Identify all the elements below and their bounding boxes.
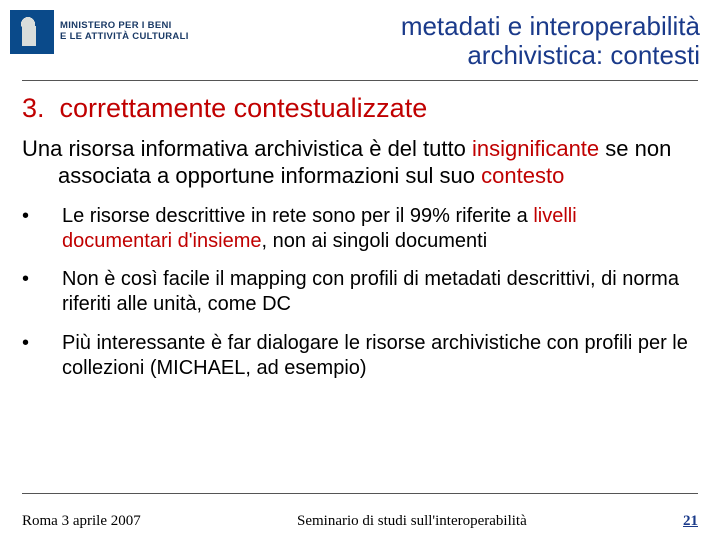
logo-line2: E LE ATTIVITÀ CULTURALI — [60, 32, 189, 43]
bullet-marker: • — [22, 204, 62, 254]
intro-pre: Una risorsa informativa archivistica è d… — [22, 136, 472, 161]
list-item: • Non è così facile il mapping con profi… — [22, 267, 690, 317]
b2-pre: Più interessante è far dialogare le riso… — [62, 332, 688, 379]
page-number: 21 — [683, 513, 698, 530]
title-line1: metadati e interoperabilità — [189, 12, 700, 41]
list-item: • Le risorse descrittive in rete sono pe… — [22, 204, 690, 254]
bullet-text: Non è così facile il mapping con profili… — [62, 267, 690, 317]
logo-mark — [10, 10, 54, 54]
intro-kw2: contesto — [481, 163, 564, 188]
bullet-text: Le risorse descrittive in rete sono per … — [62, 204, 690, 254]
list-item: • Più interessante è far dialogare le ri… — [22, 331, 690, 381]
section-heading: 3. correttamente contestualizzate — [0, 81, 720, 130]
intro-kw1: insignificante — [472, 136, 599, 161]
b1-pre: Non è così facile il mapping con profili… — [62, 268, 679, 315]
logo: MINISTERO PER I BENI E LE ATTIVITÀ CULTU… — [10, 10, 189, 54]
bullet-list: • Le risorse descrittive in rete sono pe… — [0, 200, 720, 381]
bullet-marker: • — [22, 331, 62, 381]
heading-text: correttamente contestualizzate — [60, 93, 428, 123]
logo-text: MINISTERO PER I BENI E LE ATTIVITÀ CULTU… — [60, 21, 189, 43]
b0-pre: Le risorse descrittive in rete sono per … — [62, 205, 533, 227]
slide: MINISTERO PER I BENI E LE ATTIVITÀ CULTU… — [0, 0, 720, 540]
heading-number: 3. — [22, 93, 52, 124]
title-line2: archivistica: contesti — [189, 41, 700, 70]
slide-title: metadati e interoperabilità archivistica… — [189, 10, 700, 70]
footer-rule — [22, 493, 698, 494]
header: MINISTERO PER I BENI E LE ATTIVITÀ CULTU… — [0, 0, 720, 76]
intro-paragraph: Una risorsa informativa archivistica è d… — [0, 130, 720, 200]
footer-center: Seminario di studi sull'interoperabilità — [141, 513, 683, 530]
bullet-marker: • — [22, 267, 62, 317]
footer-date: Roma 3 aprile 2007 — [22, 513, 141, 530]
footer: Roma 3 aprile 2007 Seminario di studi su… — [22, 513, 698, 530]
b0-post: , non ai singoli documenti — [261, 230, 487, 252]
bullet-text: Più interessante è far dialogare le riso… — [62, 331, 690, 381]
